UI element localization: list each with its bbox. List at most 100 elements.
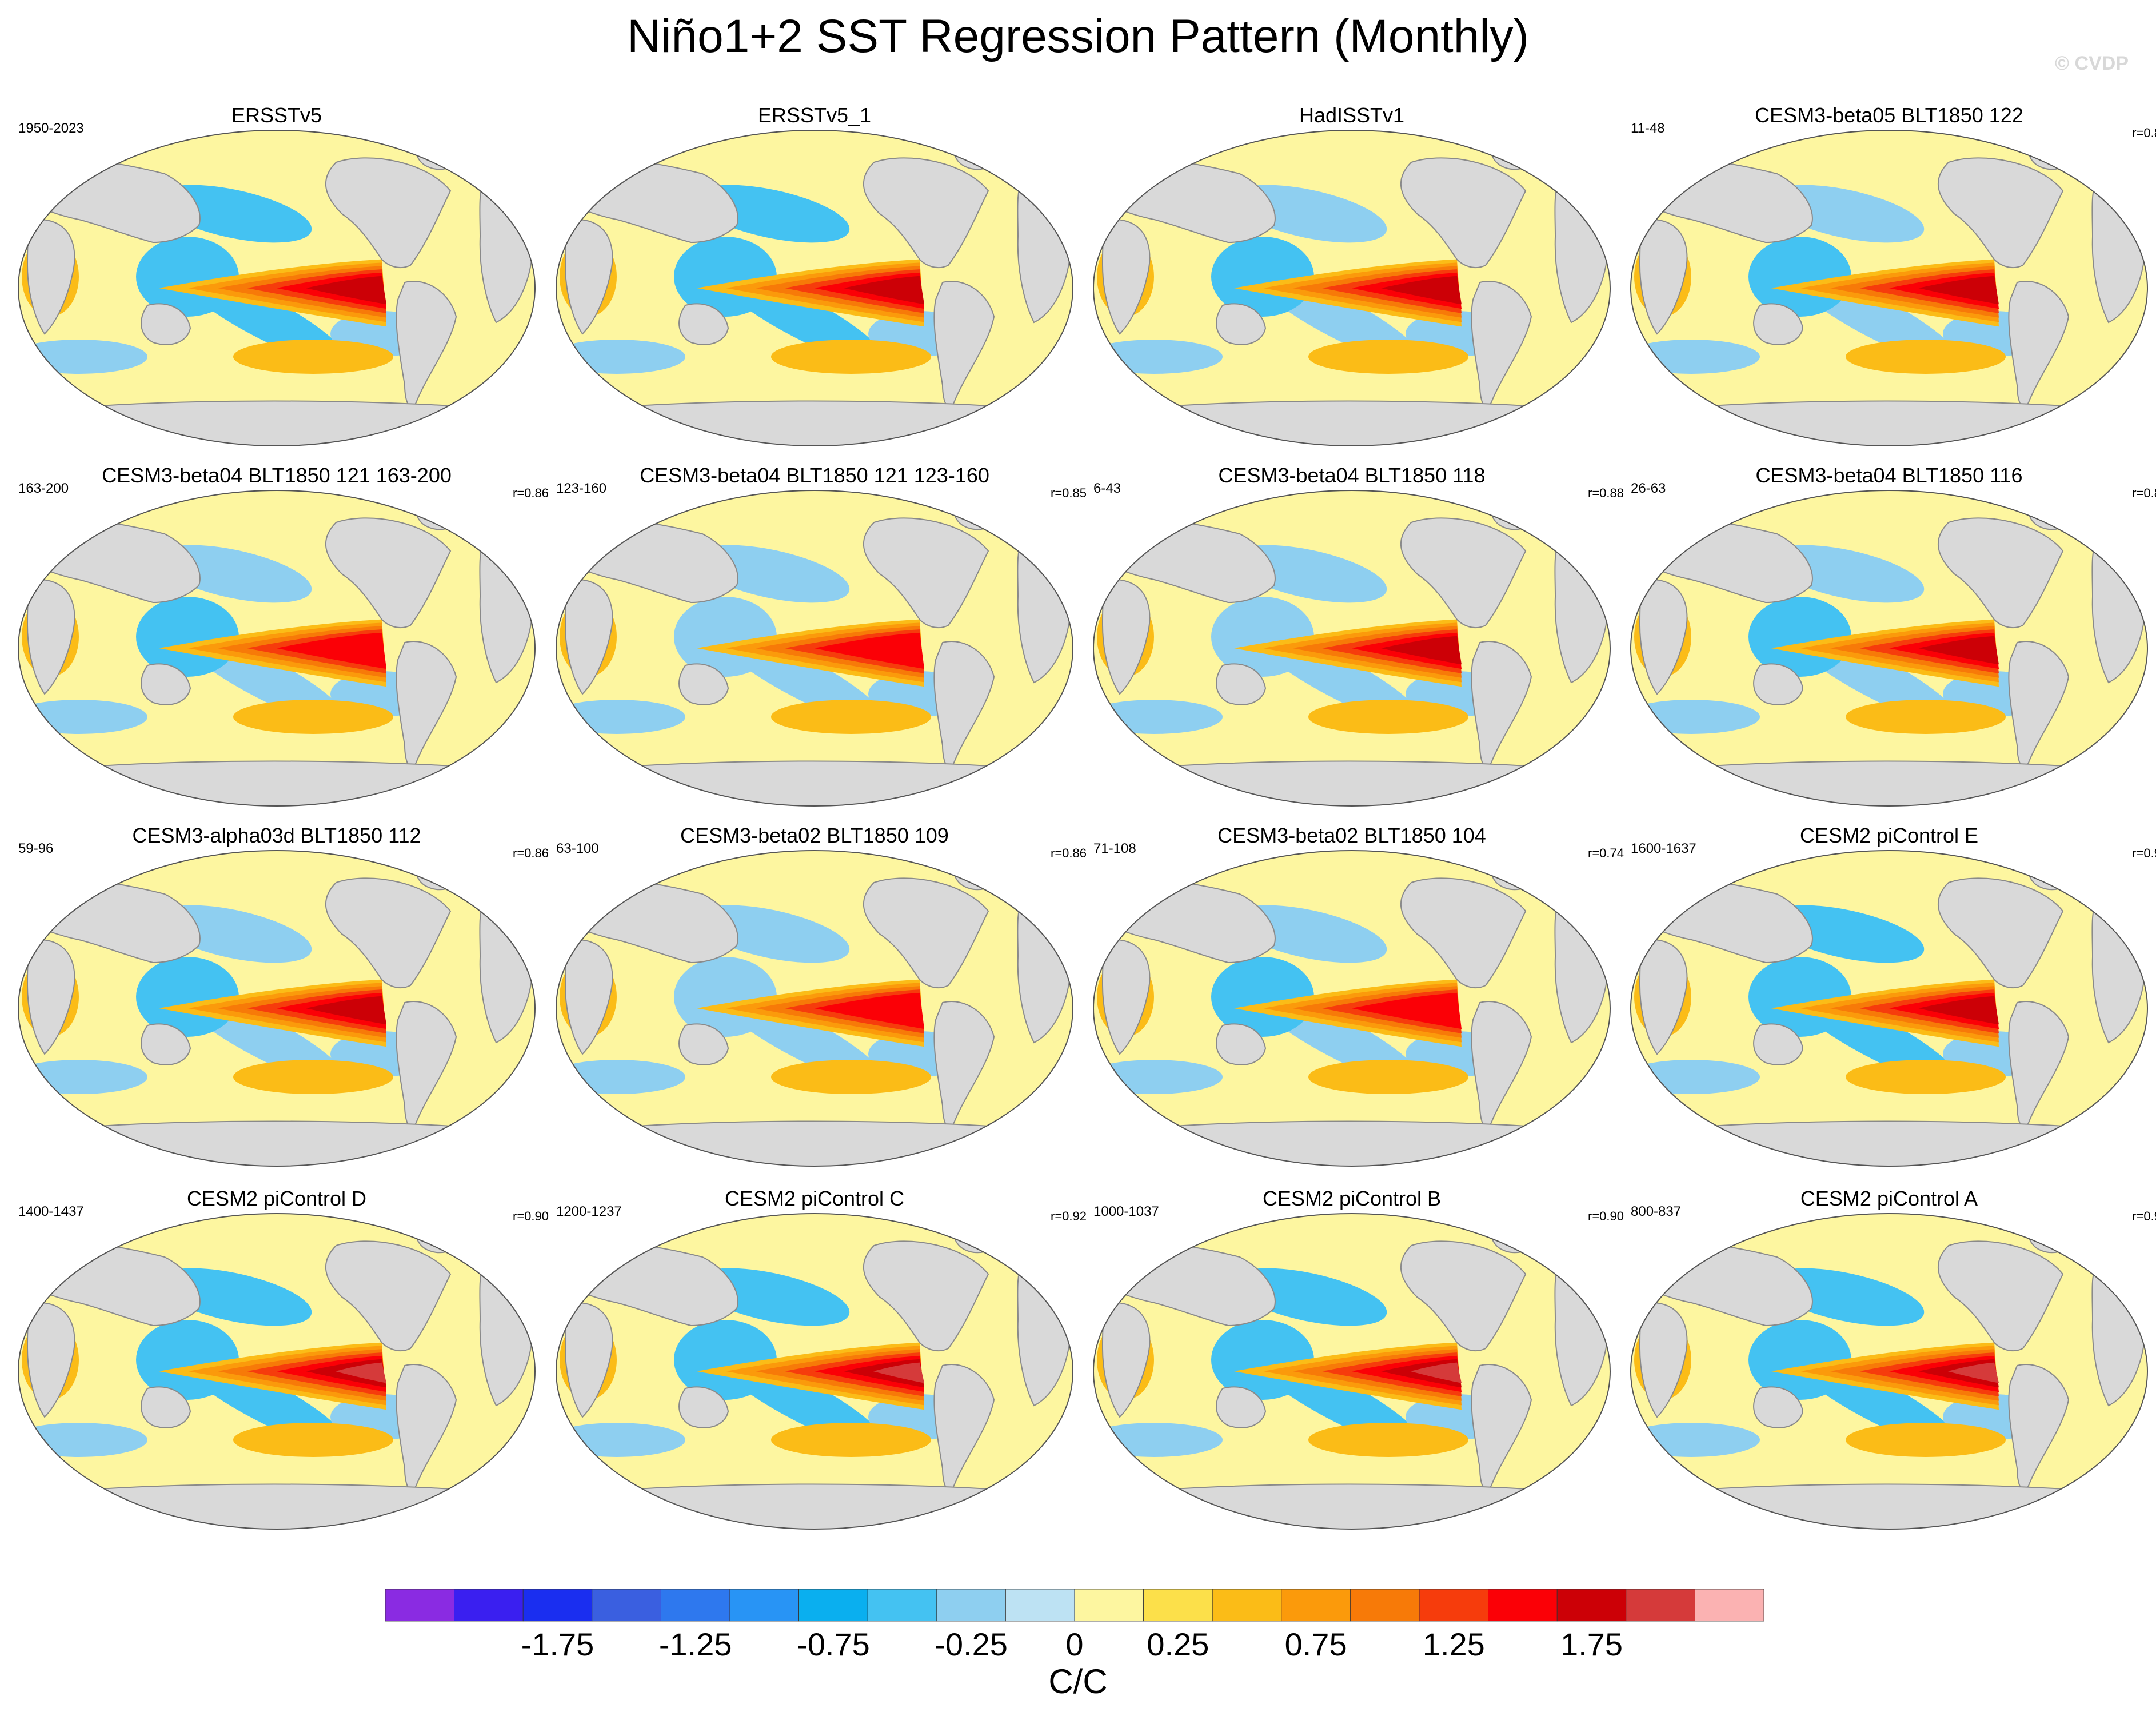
- colorbar-swatch: [1556, 1589, 1627, 1622]
- map-border: [1630, 850, 2148, 1167]
- continent-africa: [1639, 1302, 1688, 1418]
- panel-pattern-correlation: r=0.8: [2132, 486, 2156, 500]
- south-pacific-warm-band: [1308, 340, 1468, 374]
- robinson-map: [556, 130, 1073, 446]
- panel-pattern-correlation: r=0.86: [1051, 846, 1087, 860]
- panel-title: HadISSTv1: [1299, 103, 1405, 127]
- continent-south-america: [1471, 281, 1532, 408]
- map-panel: CESM2 piControl E 1600-1637 r=0.9: [1620, 823, 2156, 1178]
- continent-australia: [141, 303, 191, 345]
- panel-title: CESM3-beta04 BLT1850 121 123-160: [640, 464, 989, 487]
- south-pacific-warm-band: [233, 340, 393, 374]
- continent-south-america: [933, 641, 995, 768]
- south-pacific-warm-band: [771, 1060, 931, 1094]
- panel-pattern-correlation: r=0.88: [1588, 486, 1624, 500]
- south-pacific-warm-band: [1308, 1060, 1468, 1094]
- continent-greenland: [414, 497, 469, 530]
- map-panel: CESM3-beta04 BLT1850 116 26-63 r=0.8: [1620, 463, 2156, 817]
- robinson-map: [556, 490, 1073, 807]
- continent-north-america: [1938, 877, 2064, 989]
- map-border: [556, 130, 1073, 446]
- continent-australia: [141, 663, 191, 705]
- south-pacific-warm-band: [1846, 1060, 2006, 1094]
- map-border: [1630, 490, 2148, 807]
- equatorial-warm-contour: [1918, 636, 1999, 665]
- continent-north-america: [1938, 1240, 2064, 1352]
- panel-title: ERSSTv5_1: [757, 103, 872, 127]
- continent-south-america: [1471, 1001, 1532, 1128]
- continent-antarctica: [18, 1483, 535, 1529]
- colorbar-tick-label: 0.25: [1147, 1626, 1209, 1660]
- continent-north-america: [325, 877, 452, 989]
- colorbar-swatch: [936, 1589, 1006, 1622]
- equatorial-warm-contour: [814, 632, 924, 669]
- robinson-map: [1630, 850, 2148, 1167]
- continent-north-america: [1400, 1240, 1527, 1352]
- colorbar-swatch: [1694, 1589, 1764, 1622]
- continent-north-america: [863, 877, 989, 989]
- continent-africa: [564, 939, 613, 1055]
- continent-greenland: [2027, 1220, 2081, 1254]
- panel-years: 6-43: [1093, 481, 1121, 496]
- continent-australia: [678, 1023, 729, 1065]
- continent-antarctica: [1093, 400, 1610, 446]
- continent-africa: [26, 218, 75, 335]
- colorbar-swatch: [867, 1589, 937, 1622]
- figure-title: Niño1+2 SST Regression Pattern (Monthly): [627, 10, 1529, 62]
- map-border: [18, 1213, 536, 1530]
- panel-pattern-correlation: r=0.8: [2132, 126, 2156, 140]
- map-panel: HadISSTv1: [1083, 103, 1620, 457]
- robinson-map: [18, 490, 536, 807]
- continent-australia: [141, 1023, 191, 1065]
- map-panel: CESM3-beta04 BLT1850 121 163-200 163-200 r…: [8, 463, 549, 817]
- continent-north-america: [863, 157, 989, 269]
- continent-north-america: [1400, 877, 1527, 989]
- panel-years: 800-837: [1631, 1204, 1682, 1219]
- continent-south-america: [396, 281, 457, 408]
- map-border: [1093, 850, 1611, 1167]
- continent-south-america: [396, 1001, 457, 1128]
- equatorial-warm-contour: [1410, 1362, 1462, 1383]
- colorbar-swatch: [592, 1589, 661, 1622]
- robinson-map: [556, 850, 1073, 1167]
- panel-years: 163-200: [18, 481, 69, 496]
- colorbar-swatch: [1488, 1589, 1558, 1622]
- panel-years: 123-160: [556, 481, 607, 496]
- equatorial-warm-contour: [1351, 992, 1462, 1029]
- panel-pattern-correlation: r=0.86: [513, 846, 549, 860]
- continent-australia: [1216, 663, 1267, 705]
- robinson-map: [1630, 130, 2148, 446]
- colorbar-swatch: [522, 1589, 593, 1622]
- panel-pattern-correlation: r=0.9: [2132, 1209, 2156, 1223]
- continent-south-america: [2008, 1001, 2070, 1128]
- continent-africa: [1101, 578, 1151, 695]
- continent-australia: [1216, 1023, 1267, 1065]
- panel-years: 71-108: [1093, 841, 1136, 856]
- continent-antarctica: [556, 400, 1073, 446]
- south-pacific-warm-band: [233, 1060, 393, 1094]
- map-panel: ERSSTv5 1950-2023: [8, 103, 545, 457]
- colorbar-swatch: [454, 1589, 524, 1622]
- continent-australia: [1753, 1023, 1804, 1065]
- continent-africa: [26, 578, 75, 695]
- colorbar-swatch: [1212, 1589, 1282, 1622]
- map-panel: CESM3-beta05 BLT1850 122 11-48 r=0.8: [1620, 103, 2156, 457]
- equatorial-warm-contour: [1947, 1362, 1999, 1383]
- panel-pattern-correlation: r=0.92: [1051, 1209, 1087, 1223]
- continent-greenland: [1490, 857, 1544, 891]
- map-panel: CESM2 piControl A 800-837 r=0.9: [1620, 1186, 2156, 1541]
- continent-greenland: [952, 1220, 1007, 1254]
- equatorial-warm-contour: [306, 276, 386, 305]
- map-border: [1093, 130, 1611, 446]
- continent-antarctica: [18, 400, 535, 446]
- panel-title: CESM3-beta02 BLT1850 104: [1217, 824, 1486, 847]
- continent-north-america: [325, 157, 452, 269]
- cvdp-watermark: © CVDP: [2055, 53, 2129, 74]
- panel-title: CESM2 piControl D: [186, 1187, 367, 1210]
- south-pacific-warm-band: [1308, 1423, 1468, 1457]
- continent-africa: [1101, 939, 1151, 1055]
- continent-north-america: [325, 517, 452, 629]
- map-panel: ERSSTv5_1: [546, 103, 1083, 457]
- panel-years: 59-96: [18, 841, 54, 856]
- continent-south-america: [1471, 641, 1532, 768]
